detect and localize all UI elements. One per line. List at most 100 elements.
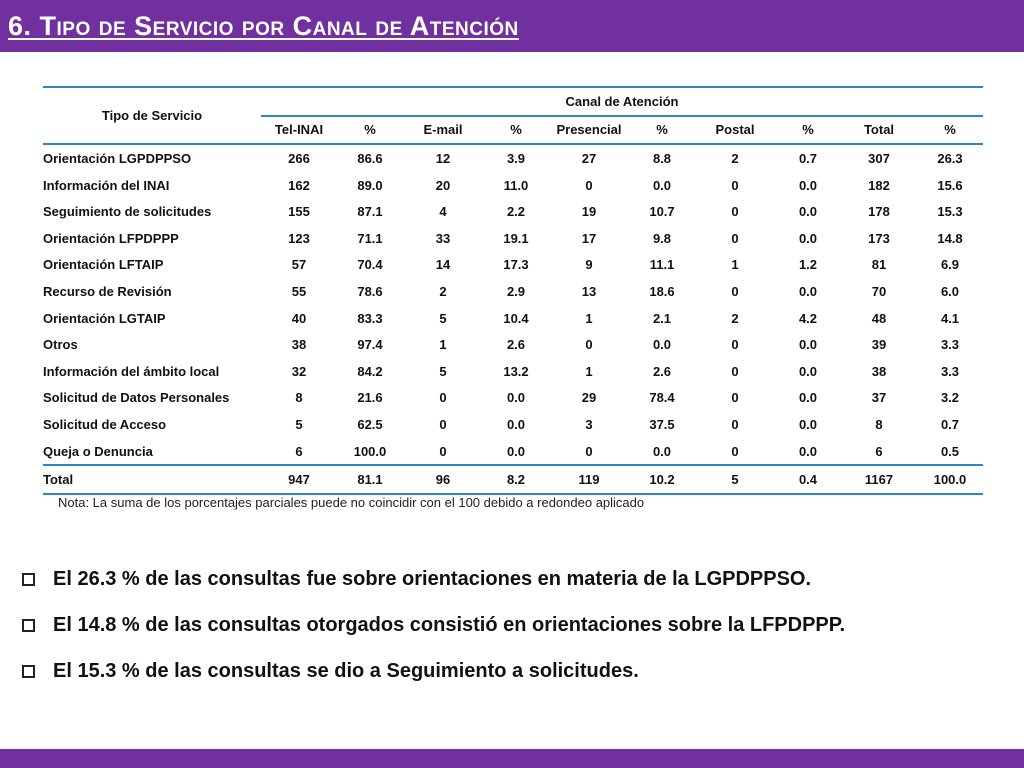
value-cell: 13: [581, 283, 597, 299]
value-cell: 29: [581, 390, 597, 406]
service-name-cell: Información del INAI: [43, 177, 170, 193]
value-cell: 17.3: [503, 257, 529, 273]
service-name-cell: Queja o Denuncia: [43, 443, 153, 459]
bottom-bar: [0, 749, 1024, 768]
value-cell: 6: [875, 443, 883, 459]
value-cell: 4: [439, 204, 447, 220]
value-cell: 11.0: [503, 177, 529, 193]
value-cell: 19.1: [503, 230, 529, 246]
value-cell: 8: [295, 390, 303, 406]
value-cell: 100.0: [353, 443, 387, 459]
bullet-list: El 26.3 % de las consultas fue sobre ori…: [22, 556, 845, 694]
value-cell: 182: [868, 177, 890, 193]
value-cell: 0.0: [652, 177, 672, 193]
service-name-cell: Información del ámbito local: [43, 363, 220, 379]
value-cell: 0.0: [798, 390, 818, 406]
value-cell: 0.5: [940, 443, 960, 459]
value-cell: 266: [288, 150, 310, 166]
value-cell: 100.0: [917, 464, 983, 495]
column-header: %: [337, 114, 403, 146]
value-cell: 37.5: [649, 416, 675, 432]
table-row: Solicitud de Datos Personales 8 21.6 0 0.0 29…: [43, 385, 983, 412]
service-name-cell: Orientación LGPDPPSO: [43, 150, 192, 166]
value-cell: 0: [585, 443, 593, 459]
value-cell: 1: [585, 363, 593, 379]
value-cell: 6.0: [940, 283, 960, 299]
value-cell: 14.8: [937, 230, 963, 246]
value-cell: 18.6: [649, 283, 675, 299]
value-cell: 1167: [841, 464, 917, 495]
bullet-text: El 14.8 % de las consultas otorgados con…: [53, 613, 846, 636]
table-header-top: Tipo de Servicio Canal de Atención: [43, 85, 983, 146]
value-cell: 83.3: [357, 310, 383, 326]
value-cell: 0.4: [775, 464, 841, 495]
value-cell: 0.0: [506, 416, 526, 432]
value-cell: 9.8: [652, 230, 672, 246]
value-cell: 4.1: [940, 310, 960, 326]
value-cell: 6.9: [940, 257, 960, 273]
value-cell: 0: [731, 416, 739, 432]
value-cell: 307: [868, 150, 890, 166]
value-cell: 2.1: [652, 310, 672, 326]
value-cell: 87.1: [357, 204, 383, 220]
service-channel-table: Tipo de Servicio Canal de Atención Tel-I…: [43, 85, 983, 495]
table-row: Orientación LGTAIP 40 83.3 5 10.4 1 2.1 2 4.2 48 4…: [43, 305, 983, 332]
value-cell: 70: [871, 283, 887, 299]
value-cell: 4.2: [798, 310, 818, 326]
value-cell: 12: [435, 150, 451, 166]
value-cell: 0.0: [798, 443, 818, 459]
value-cell: 39: [871, 337, 887, 353]
value-cell: 19: [581, 204, 597, 220]
value-cell: 57: [291, 257, 307, 273]
value-cell: 15.3: [937, 204, 963, 220]
value-cell: 27: [581, 150, 597, 166]
value-cell: 81.1: [337, 464, 403, 495]
value-cell: 1: [439, 337, 447, 353]
value-cell: 3.3: [940, 363, 960, 379]
table-row: Seguimiento de solicitudes 155 87.1 4 2.2 19 1…: [43, 198, 983, 225]
service-name-cell: Seguimiento de solicitudes: [43, 204, 212, 220]
value-cell: 14: [435, 257, 451, 273]
table-body: Orientación LGPDPPSO 266 86.6 12 3.9 27 8.8 2 0.…: [43, 144, 983, 495]
value-cell: 2: [731, 150, 739, 166]
value-cell: 0: [585, 337, 593, 353]
value-cell: 947: [261, 464, 337, 495]
value-cell: 0.7: [940, 416, 960, 432]
bullet-text: El 15.3 % de las consultas se dio a Segu…: [53, 659, 639, 682]
value-cell: 3: [585, 416, 593, 432]
value-cell: 38: [291, 337, 307, 353]
value-cell: 0: [585, 177, 593, 193]
service-name-cell: Orientación LFPDPPP: [43, 230, 179, 246]
value-cell: 55: [291, 283, 307, 299]
value-cell: 33: [435, 230, 451, 246]
value-cell: 71.1: [357, 230, 383, 246]
column-header: %: [917, 114, 983, 146]
value-cell: 3.9: [506, 150, 526, 166]
table-row: Información del INAI 162 89.0 20 11.0 0 0.0 0 0.…: [43, 172, 983, 199]
service-name-cell: Total: [43, 464, 261, 495]
value-cell: 2: [439, 283, 447, 299]
table-row: Queja o Denuncia 6 100.0 0 0.0 0 0.0 0 0.0 6 0.5: [43, 438, 983, 466]
title-bar: 6. Tipo de Servicio por Canal de Atenció…: [0, 0, 1024, 52]
value-cell: 0.0: [506, 443, 526, 459]
column-header: Total: [841, 114, 917, 146]
value-cell: 0.0: [798, 363, 818, 379]
value-cell: 8.2: [483, 464, 549, 495]
value-cell: 2.6: [506, 337, 526, 353]
column-header: %: [483, 114, 549, 146]
service-name-cell: Otros: [43, 337, 78, 353]
table-note: Nota: La suma de los porcentajes parcial…: [58, 495, 645, 510]
value-cell: 13.2: [503, 363, 529, 379]
column-header: Presencial: [549, 114, 629, 146]
value-cell: 0.0: [652, 443, 672, 459]
value-cell: 21.6: [357, 390, 383, 406]
value-cell: 0.7: [798, 150, 818, 166]
checkbox-bullet-icon: [22, 618, 35, 632]
value-cell: 8.8: [652, 150, 672, 166]
value-cell: 11.1: [649, 257, 675, 273]
value-cell: 0.0: [506, 390, 526, 406]
value-cell: 0: [731, 443, 739, 459]
table-row: Otros 38 97.4 1 2.6 0 0.0 0 0.0 39 3.3: [43, 331, 983, 358]
table-row: Orientación LFPDPPP 123 71.1 33 19.1 17 9.8 0 0.…: [43, 225, 983, 252]
value-cell: 20: [435, 177, 451, 193]
